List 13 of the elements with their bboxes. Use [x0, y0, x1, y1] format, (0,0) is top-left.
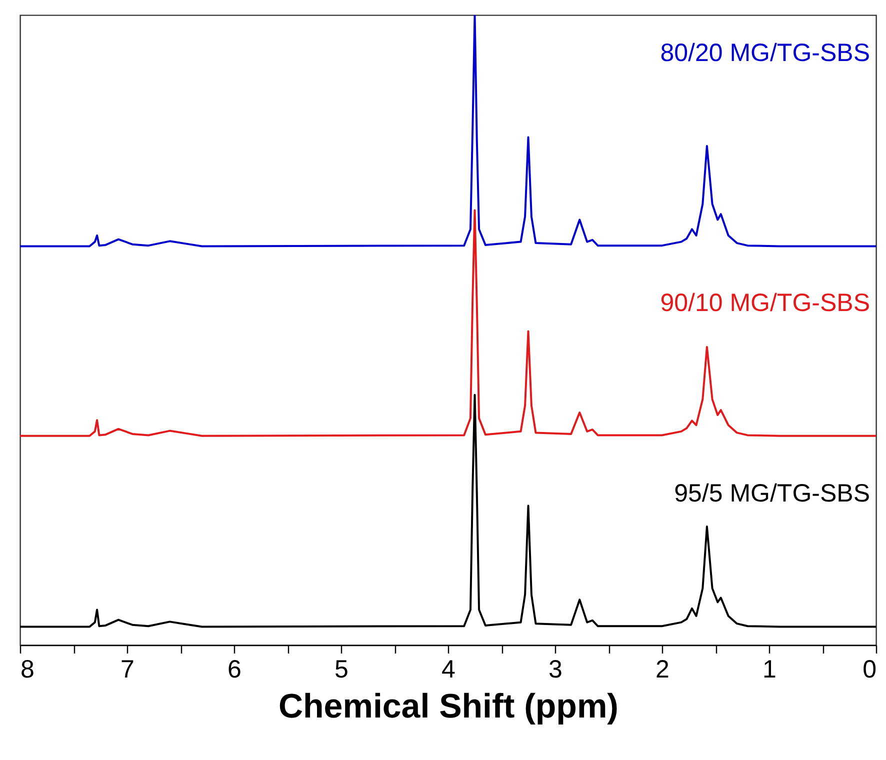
- series-label: 95/5 MG/TG-SBS: [674, 480, 870, 508]
- text: 80/20 MG/TG-SBS: [660, 39, 870, 68]
- x-tick-label: 5: [334, 656, 348, 684]
- x-tick-label: 0: [862, 656, 876, 684]
- x-axis-title: Chemical Shift (ppm): [278, 688, 619, 726]
- x-tick-label: 8: [20, 656, 34, 684]
- x-tick-label: 6: [228, 656, 242, 684]
- x-tick-label: 1: [762, 656, 776, 684]
- x-tick-label: 4: [442, 656, 456, 684]
- x-tick-label: 3: [548, 656, 562, 684]
- x-tick-label: 7: [120, 656, 134, 684]
- x-tick-label: 2: [656, 656, 670, 684]
- text: 90/10 MG/TG-SBS: [660, 288, 870, 317]
